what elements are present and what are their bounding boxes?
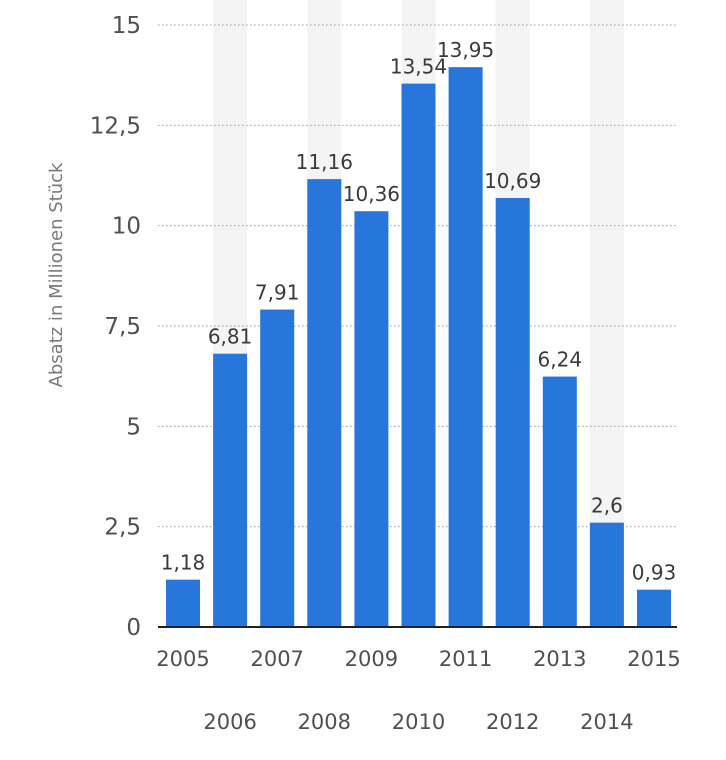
y-tick-label: 12,5 xyxy=(90,113,141,139)
y-tick-label: 15 xyxy=(112,13,141,39)
data-label-2010: 13,54 xyxy=(390,55,447,79)
bar-2009 xyxy=(354,211,389,627)
x-tick-label-2007: 2007 xyxy=(250,647,303,671)
bar-2005 xyxy=(166,579,200,627)
data-label-2009: 10,36 xyxy=(343,182,400,206)
bar-2006 xyxy=(213,353,248,627)
data-label-2006: 6,81 xyxy=(208,325,253,349)
x-tick-label-2005: 2005 xyxy=(156,647,209,671)
y-tick-label: 0 xyxy=(126,615,141,641)
x-tick-label-2008: 2008 xyxy=(298,710,351,734)
bar-2011 xyxy=(448,67,483,627)
x-tick-label-2009: 2009 xyxy=(345,647,398,671)
x-tick-label-2012: 2012 xyxy=(486,710,539,734)
data-label-2011: 13,95 xyxy=(437,38,494,62)
bar-2007 xyxy=(260,309,295,627)
x-tick-label-2015: 2015 xyxy=(627,647,680,671)
bar-2008 xyxy=(307,179,342,627)
data-label-2014: 2,6 xyxy=(591,494,623,518)
data-label-2005: 1,18 xyxy=(161,551,206,575)
x-axis-ticks: 2005 2006 2007 2008 2009 2010 2011 2012 2013 2014… xyxy=(156,647,680,734)
y-axis-label: Absatz in Millionen Stück xyxy=(46,162,67,387)
y-tick-label: 10 xyxy=(112,214,141,240)
bar-2013 xyxy=(542,376,577,627)
x-tick-label-2006: 2006 xyxy=(203,710,256,734)
bar-2015 xyxy=(637,589,671,627)
bar-2010 xyxy=(401,83,436,627)
y-axis-ticks: 0 2,5 5 7,5 10 12,5 15 xyxy=(90,13,141,641)
x-tick-label-2010: 2010 xyxy=(392,710,445,734)
data-label-2012: 10,69 xyxy=(484,169,541,193)
y-tick-label: 5 xyxy=(126,414,141,440)
x-tick-label-2011: 2011 xyxy=(439,647,492,671)
x-tick-label-2014: 2014 xyxy=(580,710,633,734)
column-band xyxy=(589,0,624,627)
bar-2014 xyxy=(589,522,624,627)
data-label-2008: 11,16 xyxy=(296,150,353,174)
bars xyxy=(166,67,671,627)
data-label-2007: 7,91 xyxy=(255,281,300,305)
data-label-2015: 0,93 xyxy=(632,561,677,585)
bar-2012 xyxy=(495,197,530,627)
x-tick-label-2013: 2013 xyxy=(533,647,586,671)
y-tick-label: 7,5 xyxy=(104,314,141,340)
data-label-2013: 6,24 xyxy=(538,348,583,372)
y-tick-label: 2,5 xyxy=(104,515,141,541)
